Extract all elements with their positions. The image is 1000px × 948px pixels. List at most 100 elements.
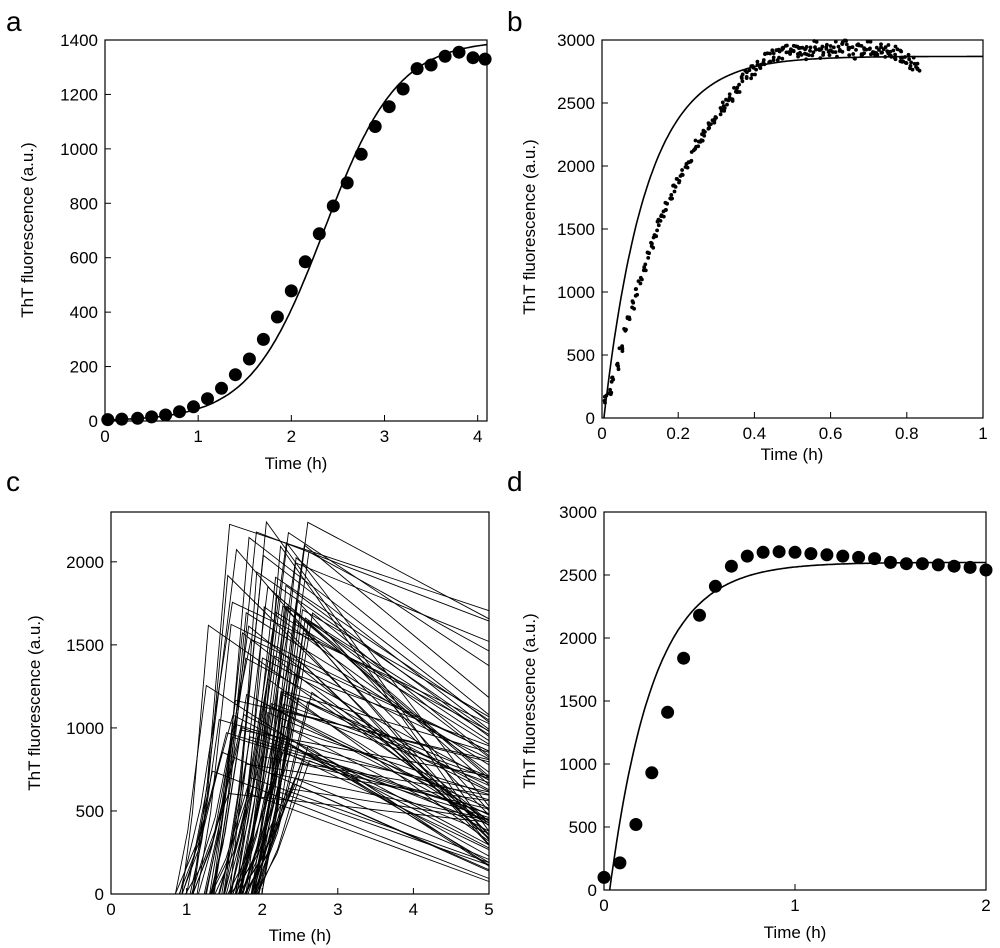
data-point [131, 411, 145, 425]
y-tick-label: 2500 [557, 94, 595, 113]
data-point [740, 79, 745, 84]
trace-line [111, 556, 490, 895]
data-point [865, 39, 870, 44]
data-point [907, 57, 911, 62]
x-tick-label: 0.8 [895, 424, 919, 443]
y-tick-label: 2000 [557, 157, 595, 176]
data-point [159, 408, 173, 422]
y-tick-label: 1400 [60, 31, 98, 50]
data-point [875, 52, 880, 57]
trace-line [111, 793, 490, 895]
data-point [877, 48, 881, 52]
x-tick-label: 2 [287, 427, 296, 446]
y-tick-label: 2500 [559, 566, 597, 585]
trace-line [111, 541, 490, 895]
data-point [881, 47, 886, 52]
marks-a [101, 43, 492, 427]
y-tick-label: 500 [567, 346, 595, 365]
x-tick-label: 0 [100, 427, 109, 446]
trace-line [111, 746, 490, 895]
x-tick-label: 3 [380, 427, 389, 446]
data-point [215, 381, 228, 395]
x-tick-label: 4 [473, 427, 482, 446]
data-point [703, 130, 707, 134]
data-point [700, 138, 705, 143]
data-point [761, 58, 766, 62]
data-point [709, 122, 713, 126]
data-point [659, 213, 664, 218]
panel-letter-a: a [6, 6, 22, 37]
data-point [900, 55, 905, 60]
plot-frame-b [601, 39, 984, 419]
data-point [963, 560, 977, 574]
data-point [915, 67, 920, 71]
data-point [677, 180, 681, 185]
data-point [680, 173, 685, 177]
data-point [655, 228, 659, 233]
data-point [785, 43, 789, 48]
trace-line [111, 773, 490, 895]
x-tick-label: 0.6 [819, 424, 843, 443]
x-axis-label-d: Time (h) [764, 923, 827, 942]
data-point [201, 392, 214, 406]
y-tick-label: 1000 [60, 140, 98, 159]
x-tick-label: 0.2 [666, 424, 690, 443]
data-point [762, 62, 767, 67]
x-axis-label-b: Time (h) [761, 445, 824, 464]
data-point [620, 346, 625, 351]
y-tick-label: 1500 [66, 636, 104, 655]
y-tick-label: 1000 [557, 283, 595, 302]
trace-line [111, 544, 490, 895]
x-tick-label: 3 [333, 900, 342, 919]
data-point [879, 42, 883, 47]
data-point [688, 159, 693, 164]
y-tick-label: 400 [70, 303, 98, 322]
y-tick-label: 1000 [559, 755, 597, 774]
panel-d: d 0 1 2 0 500 1000 1500 2000 2500 3000 Time (h) T… [507, 466, 993, 942]
data-point [708, 579, 722, 593]
data-point [852, 550, 866, 564]
data-point [836, 44, 841, 49]
data-point [868, 39, 873, 44]
data-point [821, 53, 825, 57]
data-point [610, 375, 614, 380]
data-point [868, 552, 882, 566]
data-point [825, 42, 829, 47]
data-point [625, 316, 630, 321]
data-point [636, 279, 641, 283]
data-point [638, 275, 643, 280]
y-tick-label: 3000 [557, 31, 595, 50]
data-point [739, 75, 744, 79]
y-axis-label-d: ThT fluorescence (a.u.) [520, 613, 539, 788]
data-point [634, 287, 638, 291]
data-point [909, 60, 913, 65]
data-point [811, 50, 816, 55]
data-point [844, 42, 849, 47]
panel-letter-d: d [507, 466, 523, 497]
data-point [759, 62, 764, 67]
x-tick-label: 2 [981, 896, 990, 915]
axis-ticks-c: 0 1 2 3 4 5 0 500 1000 1500 2000 [66, 553, 494, 919]
data-point [651, 235, 656, 240]
data-point [819, 47, 824, 51]
data-point [673, 185, 678, 189]
data-point [911, 55, 916, 60]
data-point [774, 48, 779, 53]
panel-c: c 0 1 2 3 4 5 0 500 1000 1500 2000 Time (h) ThT fl… [6, 466, 494, 945]
y-tick-label: 1200 [60, 85, 98, 104]
data-point [903, 60, 908, 65]
panel-letter-c: c [6, 466, 20, 497]
data-point [228, 368, 242, 382]
data-point [607, 391, 611, 396]
data-point [631, 300, 636, 305]
x-tick-label: 0 [597, 424, 606, 443]
data-point [645, 250, 650, 255]
data-point [753, 72, 757, 77]
data-point [771, 58, 776, 63]
data-point [689, 150, 694, 154]
data-point [707, 126, 712, 130]
y-axis-label-a: ThT fluorescence (a.u.) [18, 142, 37, 317]
data-point [616, 364, 620, 369]
data-point [835, 54, 839, 59]
data-point [737, 82, 741, 87]
